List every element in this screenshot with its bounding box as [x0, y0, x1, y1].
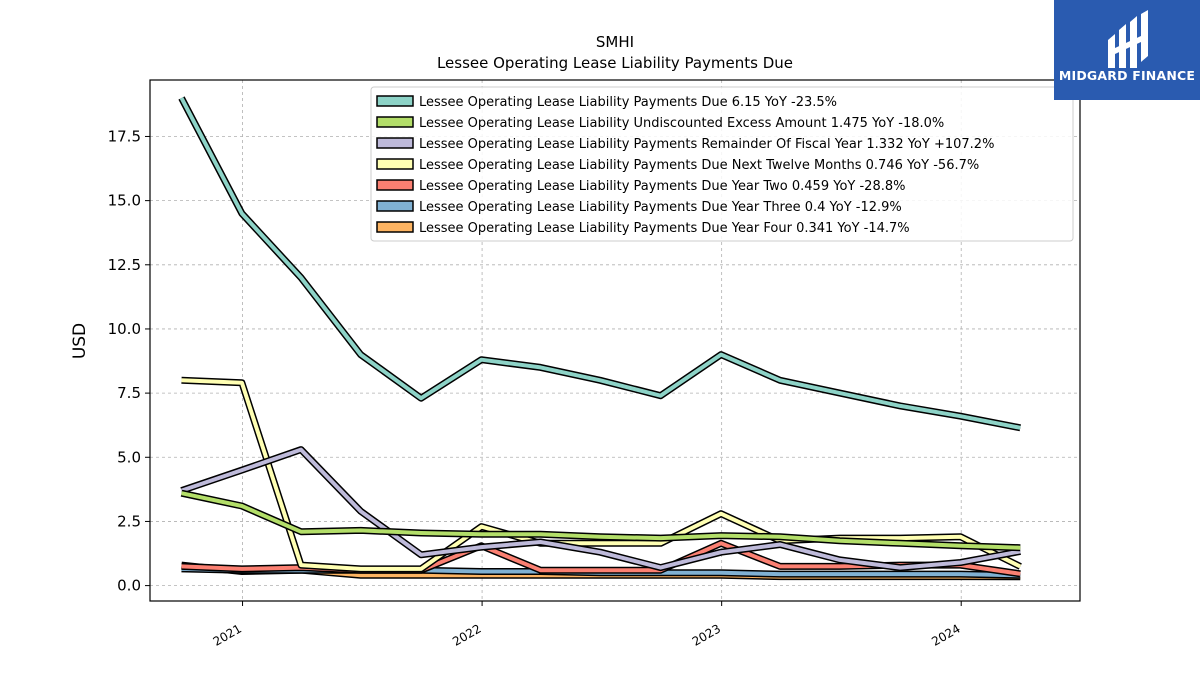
brand-logo: MIDGARD FINANCE	[1054, 0, 1200, 100]
legend-entry: Lessee Operating Lease Liability Undisco…	[419, 116, 944, 131]
legend-entry: Lessee Operating Lease Liability Payment…	[419, 95, 837, 110]
series-group	[178, 96, 1022, 581]
legend-entry: Lessee Operating Lease Liability Payment…	[419, 221, 910, 236]
legend-swatch	[376, 179, 414, 191]
legend-swatch	[376, 95, 414, 107]
y-tick-label: 12.5	[108, 256, 141, 274]
logo-mark-icon	[1108, 10, 1148, 68]
legend-swatch	[376, 221, 414, 233]
chart-subtitle: Lessee Operating Lease Liability Payment…	[437, 54, 793, 72]
series-line	[180, 447, 1021, 570]
series-line	[181, 491, 1021, 550]
legend-box	[370, 86, 1074, 242]
legend-entry: Lessee Operating Lease Liability Payment…	[419, 137, 994, 152]
plot-frame	[149, 79, 1081, 602]
x-tick-label: 2022	[450, 621, 483, 648]
legend-swatch	[376, 137, 414, 149]
x-tick-label: 2023	[690, 621, 723, 648]
series-line	[179, 97, 1021, 430]
logo-text: MIDGARD FINANCE	[1058, 68, 1196, 83]
legend-swatch	[376, 158, 414, 170]
y-tick-label: 2.5	[117, 512, 141, 530]
x-tick-label: 2021	[211, 621, 244, 648]
legend-swatch	[376, 200, 414, 212]
y-tick-label: 7.5	[117, 384, 141, 402]
y-tick-label: 17.5	[108, 127, 141, 145]
x-axis: 2021 2022 2023 2024	[211, 601, 963, 649]
y-tick-label: 5.0	[117, 448, 141, 466]
legend-entry: Lessee Operating Lease Liability Payment…	[419, 179, 905, 194]
legend-swatch	[376, 116, 414, 128]
series-line-outline	[180, 446, 1021, 572]
x-tick-label: 2024	[929, 621, 962, 648]
chart-title: SMHI	[596, 33, 634, 51]
legend: Lessee Operating Lease Liability Payment…	[370, 86, 1074, 242]
y-tick-label: 0.0	[117, 577, 141, 595]
series-line	[181, 378, 1022, 571]
y-axis-label: USD	[70, 323, 90, 359]
y-tick-label: 10.0	[108, 320, 141, 338]
y-axis: 0.0 2.5 5.0 7.5 10.0 12.5 15.0 17.5	[108, 127, 150, 595]
legend-entry: Lessee Operating Lease Liability Payment…	[419, 200, 902, 215]
legend-entry: Lessee Operating Lease Liability Payment…	[419, 158, 979, 173]
y-tick-label: 15.0	[108, 192, 141, 210]
